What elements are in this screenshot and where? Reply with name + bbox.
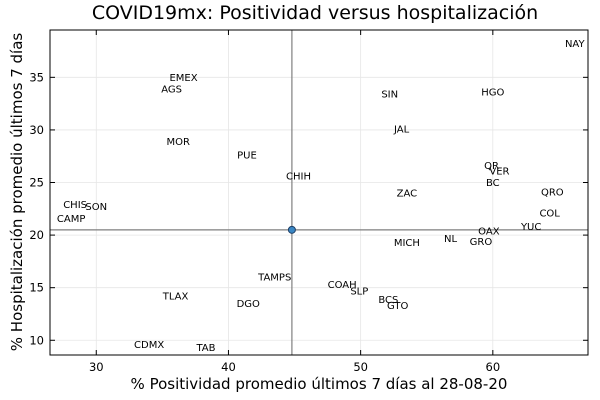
state-label-bcs: BCS: [378, 295, 398, 306]
state-label-emex: EMEX: [169, 73, 197, 84]
state-label-cdmx: CDMX: [134, 340, 164, 351]
state-label-sin: SIN: [381, 90, 398, 101]
state-label-hgo: HGO: [481, 88, 504, 99]
reference-lines: [50, 30, 588, 355]
grid-lines: [50, 30, 588, 355]
state-label-qr: QR: [484, 161, 499, 172]
x-tick-label: 30: [89, 360, 104, 374]
state-label-slp: SLP: [350, 286, 368, 297]
state-label-pue: PUE: [237, 151, 257, 162]
state-label-dgo: DGO: [237, 299, 260, 310]
y-tick-label: 10: [29, 333, 44, 347]
x-tick-label: 40: [221, 360, 236, 374]
reference-point: [287, 225, 296, 234]
state-label-ver: VER: [489, 166, 509, 177]
y-axis-label: % Hospitalización promedio últimos 7 día…: [8, 33, 26, 352]
state-label-yuc: YUC: [520, 222, 541, 233]
x-tick-label: 50: [353, 360, 368, 374]
state-label-ags: AGS: [161, 84, 182, 95]
y-tick-label: 20: [29, 228, 44, 242]
state-label-oax: OAX: [478, 226, 500, 237]
x-tick-label: 60: [486, 360, 501, 374]
y-tick-label: 30: [29, 123, 44, 137]
state-label-chis: CHIS: [63, 200, 87, 211]
state-label-col: COL: [539, 209, 560, 220]
state-label-nay: NAY: [565, 39, 586, 50]
state-label-gro: GRO: [470, 237, 493, 248]
y-tick-label: 25: [29, 176, 44, 190]
state-label-camp: CAMP: [57, 214, 85, 225]
x-axis-label: % Positividad promedio últimos 7 días al…: [131, 375, 508, 393]
state-label-gto: GTO: [387, 301, 409, 312]
state-label-jal: JAL: [393, 124, 410, 135]
state-label-qro: QRO: [541, 187, 564, 198]
chart-title: COVID19mx: Positividad versus hospitaliz…: [92, 2, 538, 24]
y-tick-label: 35: [29, 70, 44, 84]
state-label-tamps: TAMPS: [257, 273, 291, 284]
axis-ticks: 30 40 50 60 10 15 20 25 30 35: [29, 30, 588, 374]
data-points: [287, 225, 296, 234]
state-label-coah: COAH: [328, 280, 357, 291]
state-label-nl: NL: [444, 234, 457, 245]
state-label-mich: MICH: [394, 238, 420, 249]
state-label-tab: TAB: [195, 343, 215, 354]
state-label-mor: MOR: [166, 137, 189, 148]
state-label-bc: BC: [486, 178, 500, 189]
state-label-tlax: TLAX: [162, 292, 189, 303]
plot-frame: [49, 29, 589, 356]
y-tick-label: 15: [29, 281, 44, 295]
state-label-chih: CHIH: [286, 172, 311, 183]
state-label-son: SON: [85, 202, 107, 213]
state-label-zac: ZAC: [397, 189, 418, 200]
